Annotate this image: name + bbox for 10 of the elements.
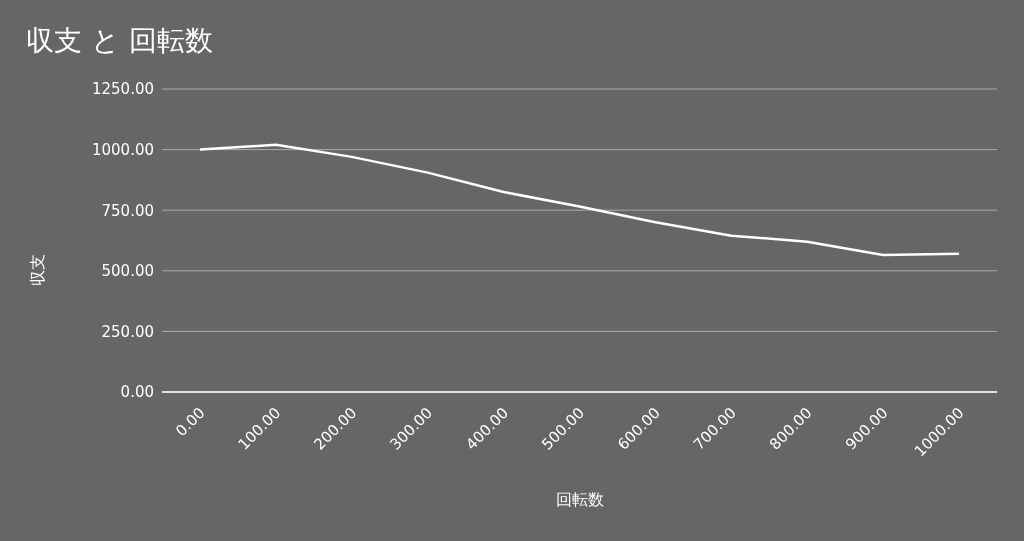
y-tick-label: 1250.00 bbox=[91, 80, 154, 99]
y-tick-label: 0.00 bbox=[120, 383, 154, 402]
chart-title: 収支 と 回転数 bbox=[26, 23, 213, 59]
y-tick-label: 750.00 bbox=[101, 201, 154, 220]
y-axis-title: 収支 bbox=[27, 254, 48, 286]
y-tick-label: 1000.00 bbox=[91, 140, 154, 159]
y-tick-label: 250.00 bbox=[101, 322, 154, 341]
y-tick-label: 500.00 bbox=[101, 262, 154, 281]
x-axis-title: 回転数 bbox=[556, 490, 604, 511]
line-series bbox=[198, 143, 961, 257]
